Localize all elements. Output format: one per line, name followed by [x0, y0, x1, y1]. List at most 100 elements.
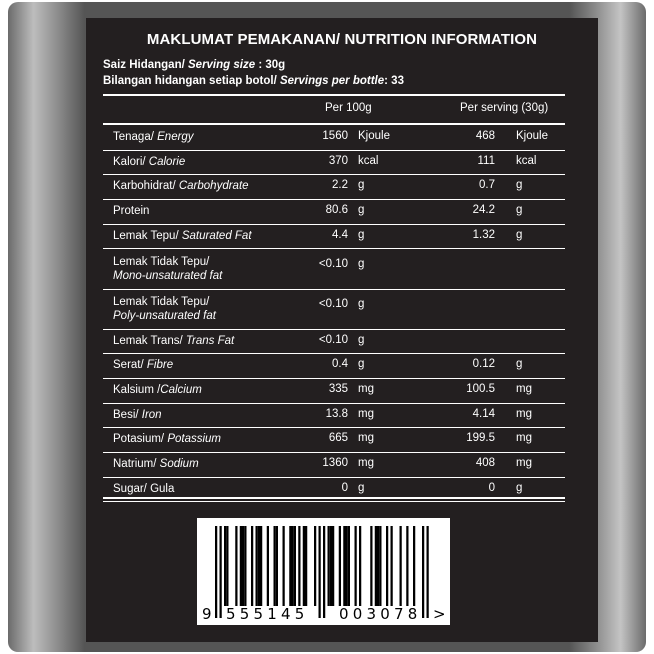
barcode-bar	[354, 526, 357, 606]
unit-per-100g: g	[358, 333, 365, 346]
divider	[103, 94, 565, 96]
nutrient-name: Karbohidrat/ Carbohydrate	[113, 179, 249, 193]
nutrient-name-en: Iron	[141, 408, 162, 421]
barcode-bar	[426, 526, 429, 618]
servings-label: Bilangan hidangan setiap botol/	[103, 75, 280, 87]
divider	[103, 123, 565, 125]
value-per-100g: 2.2	[332, 179, 348, 192]
nutrient-name: Potasium/ Potassium	[113, 432, 221, 446]
table-row: Lemak Tidak Tepu/Mono-unsaturated fat <0.…	[103, 249, 565, 290]
barcode-first-digit: 9	[202, 605, 212, 623]
nutrient-name-ms: Lemak Trans/	[113, 334, 186, 347]
label-title: MAKLUMAT PEMAKANAN/ NUTRITION INFORMATIO…	[146, 31, 538, 48]
nutrient-name: Kalsium /Calcium	[113, 383, 202, 397]
nutrient-name: Protein	[113, 204, 149, 218]
serving-size-value: : 30g	[255, 59, 286, 71]
unit-per-100g: mg	[358, 382, 374, 395]
unit-per-serving: kcal	[516, 154, 537, 167]
barcode-bar	[273, 526, 276, 606]
unit-per-100g: mg	[358, 457, 374, 469]
value-per-100g: <0.10	[318, 333, 348, 346]
barcode-arrow: >	[433, 605, 446, 623]
value-per-100g: 0.4	[332, 358, 348, 371]
barcode-bar	[390, 526, 393, 606]
value-per-serving: 199.5	[466, 432, 495, 445]
unit-per-serving: g	[516, 481, 523, 494]
barcode-bar	[338, 526, 341, 606]
nutrient-name-en: Sodium	[159, 458, 199, 470]
column-header-per-serving: Per serving (30g)	[460, 102, 549, 114]
value-per-serving: 0	[488, 481, 495, 494]
nutrient-name: Sugar/ Gula	[113, 482, 174, 496]
unit-per-serving: mg	[516, 407, 532, 420]
barcode-bars	[215, 526, 429, 618]
divider	[103, 497, 565, 499]
nutrient-name-en: Fibre	[146, 359, 174, 372]
table-row: Besi/ Iron 13.8 mg 4.14 mg	[103, 403, 565, 429]
value-per-serving: 111	[477, 154, 495, 167]
value-per-serving: 408	[475, 457, 495, 469]
barcode-bar	[226, 526, 229, 606]
table-row: Kalsium /Calcium 335 mg 100.5 mg	[103, 378, 565, 404]
barcode-bar	[257, 526, 260, 606]
barcode-bar	[235, 526, 238, 606]
unit-per-100g: g	[358, 297, 365, 310]
nutrition-label: MAKLUMAT PEMAKANAN/ NUTRITION INFORMATIO…	[86, 18, 598, 642]
nutrient-name-ms: Protein	[113, 205, 150, 218]
nutrient-name: Besi/ Iron	[113, 408, 162, 422]
unit-per-100g: g	[358, 228, 365, 241]
barcode-bar	[289, 526, 292, 606]
barcode-bar	[219, 526, 222, 618]
unit-per-100g: g	[358, 257, 365, 270]
barcode-bar	[298, 526, 301, 606]
value-per-serving: 0.7	[479, 179, 495, 192]
nutrient-name-ms: Natrium/	[113, 458, 160, 470]
barcode-bar	[345, 526, 348, 606]
barcode-left-digits: 555145	[226, 605, 309, 623]
table-row: Potasium/ Potassium 665 mg 199.5 mg	[103, 427, 565, 453]
value-per-100g: <0.10	[318, 297, 348, 310]
nutrient-name-ms: Kalori/	[113, 155, 149, 168]
nutrient-name-en: Energy	[157, 131, 194, 143]
barcode-bar	[377, 526, 380, 606]
nutrient-name-en: Calcium	[160, 383, 202, 396]
value-per-serving: 1.32	[472, 228, 495, 241]
value-per-100g: 4.4	[332, 228, 348, 241]
barcode-bar	[332, 526, 335, 606]
nutrient-name-ms: Lemak Tidak Tepu/	[113, 255, 210, 268]
unit-per-serving: g	[516, 358, 523, 371]
barcode-bar	[329, 526, 332, 606]
value-per-serving: 24.2	[472, 204, 495, 217]
barcode-bar	[305, 526, 308, 606]
barcode-bar	[302, 526, 305, 606]
nutrient-name-ms: Karbohidrat/	[113, 180, 179, 193]
barcode-bar	[399, 526, 402, 606]
barcode-bar	[386, 526, 389, 606]
unit-per-serving: g	[516, 179, 523, 192]
barcode-bar	[266, 526, 269, 606]
unit-per-serving: g	[516, 204, 523, 217]
unit-per-100g: mg	[358, 432, 374, 445]
barcode-bar	[260, 526, 263, 606]
unit-per-serving: mg	[516, 382, 532, 395]
nutrient-name: Lemak Trans/ Trans Fat	[113, 334, 234, 348]
barcode-bar	[275, 526, 278, 606]
barcode-bar	[413, 526, 416, 606]
barcode-bar	[379, 526, 382, 606]
table-row: Tenaga/ Energy 1560 Kjoule 468 Kjoule	[103, 125, 565, 151]
table-row: Lemak Tidak Tepu/Poly-unsaturated fat <0.…	[103, 289, 565, 330]
value-per-100g: 13.8	[325, 407, 348, 420]
unit-per-serving: g	[516, 228, 523, 241]
nutrient-name: Lemak Tidak Tepu/Mono-unsaturated fat	[113, 255, 222, 283]
barcode-bar	[343, 526, 346, 606]
nutrient-name-en: Carbohydrate	[178, 180, 249, 193]
table-row: Lemak Tepu/ Saturated Fat 4.4 g 1.32 g	[103, 224, 565, 250]
barcode-bar	[293, 526, 296, 606]
barcode-bar	[255, 526, 258, 606]
value-per-100g: <0.10	[318, 257, 348, 270]
barcode-right-digits: 003078	[339, 605, 422, 623]
nutrient-name-en: Saturated Fat	[181, 229, 252, 242]
value-per-serving: 100.5	[466, 382, 495, 395]
barcode-bar	[244, 526, 247, 606]
barcode-bar	[318, 526, 321, 618]
